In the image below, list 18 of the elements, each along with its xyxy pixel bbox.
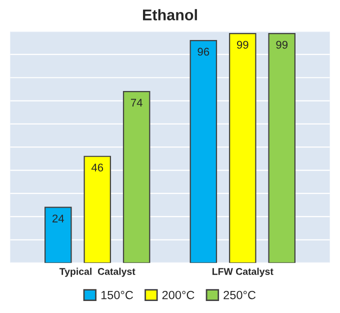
chart-title: Ethanol <box>143 9 197 20</box>
bar <box>122 90 150 263</box>
legend-label: 200°C <box>162 290 194 300</box>
data-label: 99 <box>276 40 288 49</box>
x-tick-label: LFW Catalyst <box>212 268 274 277</box>
bar <box>229 33 256 263</box>
legend-label: 150°C <box>101 290 134 300</box>
data-label: 96 <box>198 48 210 56</box>
x-tick-label: Typical Catalyst <box>59 268 136 277</box>
bar <box>190 40 218 263</box>
data-label: 74 <box>130 98 142 107</box>
data-label: 46 <box>91 164 104 172</box>
bar <box>44 206 72 263</box>
data-label: 99 <box>236 40 248 49</box>
bar <box>84 156 111 263</box>
bar <box>268 33 296 263</box>
legend-label: 250°C <box>224 290 256 300</box>
data-label: 24 <box>52 214 64 222</box>
